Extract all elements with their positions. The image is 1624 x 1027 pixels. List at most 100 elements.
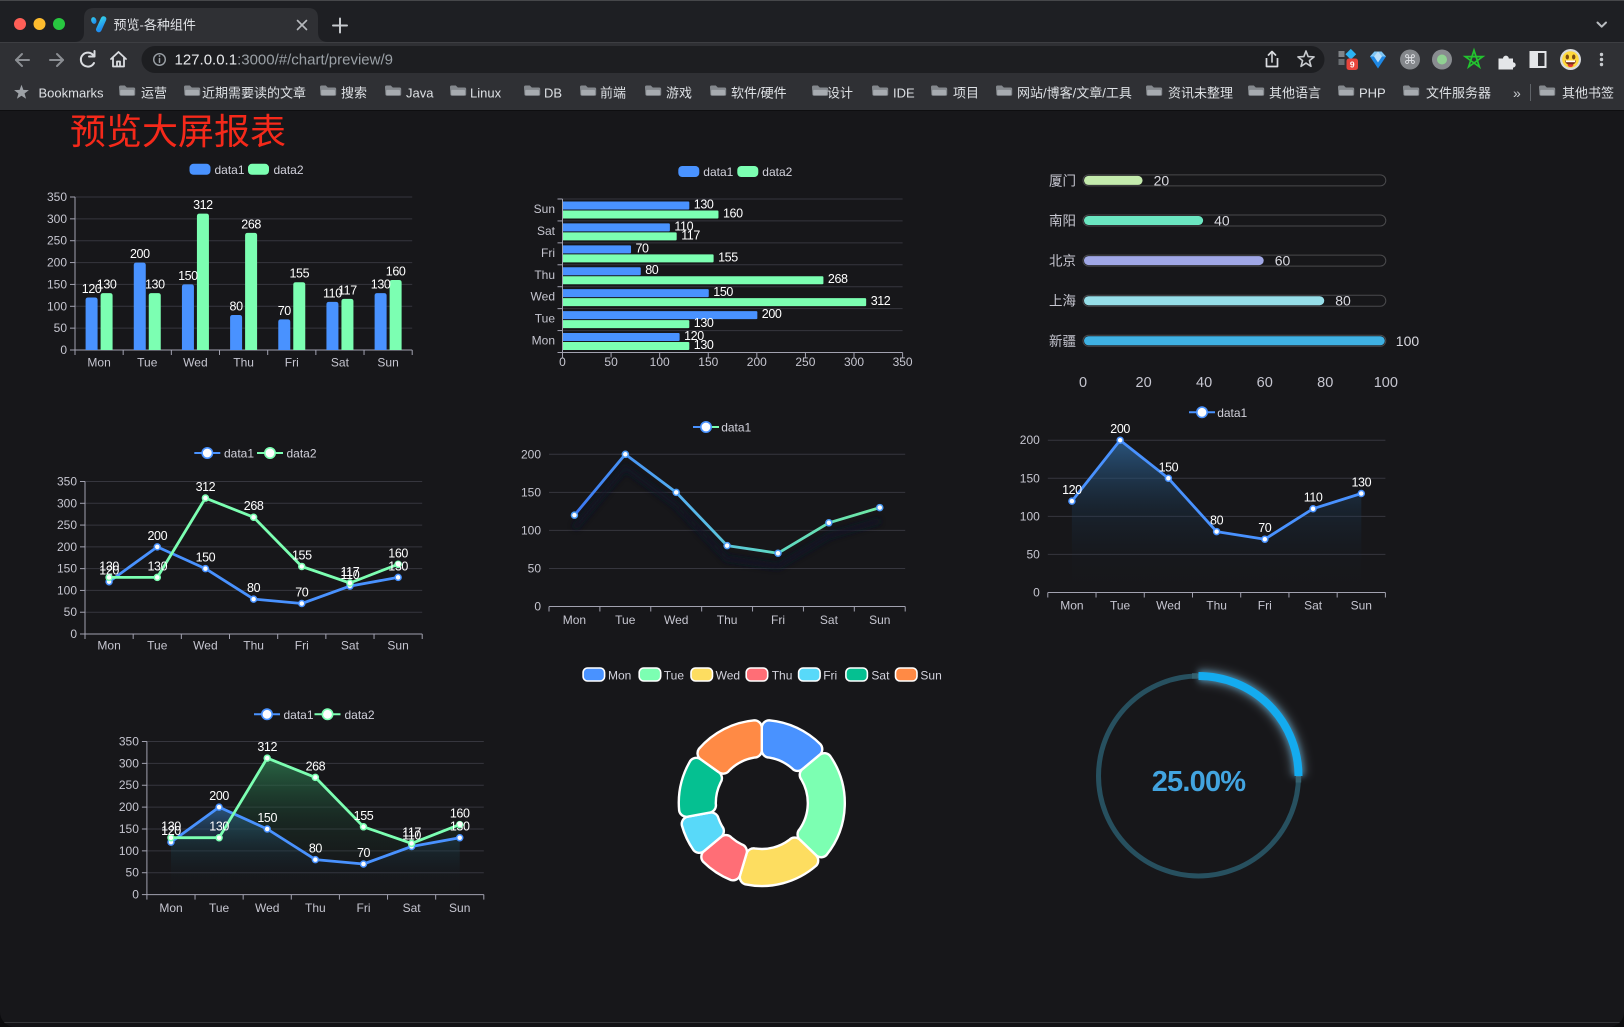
svg-text:Fri: Fri [1258,599,1272,613]
svg-text:120: 120 [99,564,119,578]
svg-text:0: 0 [70,627,77,641]
svg-text:70: 70 [278,304,292,318]
svg-text:150: 150 [713,285,733,299]
svg-text:Tue: Tue [147,639,168,653]
svg-text:50: 50 [1026,547,1040,561]
svg-text:120: 120 [684,329,704,343]
svg-text:150: 150 [119,822,139,836]
svg-text:150: 150 [178,269,198,283]
svg-text:312: 312 [196,480,216,494]
svg-text:155: 155 [718,250,738,264]
svg-text:Tue: Tue [615,613,636,627]
svg-text:预览大屏报表: 预览大屏报表 [70,111,286,152]
svg-text:130: 130 [161,820,181,834]
svg-text:0: 0 [1033,586,1040,600]
svg-text:100: 100 [57,583,77,597]
svg-text:data1: data1 [703,165,733,179]
svg-text:200: 200 [1020,433,1040,447]
svg-text:Thu: Thu [717,613,738,627]
svg-text:130: 130 [694,198,714,212]
svg-text:80: 80 [1335,293,1351,309]
svg-text:0: 0 [132,888,139,902]
svg-text:近期需要读的文章: 近期需要读的文章 [202,86,306,101]
svg-text:Linux: Linux [470,86,502,101]
svg-text:250: 250 [47,234,67,248]
svg-text:Mon: Mon [532,334,555,348]
svg-text:Thu: Thu [233,356,254,370]
svg-text:南阳: 南阳 [1049,214,1076,229]
svg-text:Thu: Thu [305,901,326,915]
svg-text:Sun: Sun [387,639,408,653]
svg-text:350: 350 [893,355,913,369]
svg-text:130: 130 [97,278,117,292]
svg-text:Bookmarks: Bookmarks [39,86,105,101]
svg-text:200: 200 [521,447,541,461]
svg-text:Sun: Sun [920,669,941,683]
svg-text:Sat: Sat [537,224,556,238]
svg-text:项目: 项目 [953,86,979,101]
svg-text:Sat: Sat [1304,599,1323,613]
svg-text:0: 0 [60,343,67,357]
svg-text:350: 350 [47,190,67,204]
svg-text:0: 0 [1079,375,1087,391]
svg-text:Java: Java [406,86,434,101]
svg-text:200: 200 [130,247,150,261]
svg-text:Wed: Wed [193,639,217,653]
svg-text:Sat: Sat [331,356,350,370]
svg-text:Sun: Sun [869,613,890,627]
svg-text:Sat: Sat [341,639,360,653]
svg-text:Thu: Thu [1206,599,1227,613]
svg-text:100: 100 [650,355,670,369]
svg-text:150: 150 [1159,460,1179,474]
svg-text:搜索: 搜索 [341,86,367,101]
svg-text:前端: 前端 [600,86,626,101]
svg-text:文件服务器: 文件服务器 [1426,86,1491,101]
svg-text:80: 80 [247,581,261,595]
svg-text:130: 130 [371,278,391,292]
svg-text:Wed: Wed [716,669,740,683]
svg-text:Mon: Mon [159,901,182,915]
svg-text:130: 130 [450,820,470,834]
svg-text:200: 200 [762,307,782,321]
svg-text:130: 130 [694,338,714,352]
svg-text:80: 80 [1210,514,1224,528]
svg-text:120: 120 [82,282,102,296]
svg-text:110: 110 [1304,491,1323,505]
svg-text:300: 300 [57,496,77,510]
svg-text:北京: 北京 [1049,254,1076,269]
svg-text:资讯未整理: 资讯未整理 [1168,86,1233,101]
svg-text:127.0.0.1:3000/#/chart/preview: 127.0.0.1:3000/#/chart/preview/9 [175,52,394,69]
svg-text:150: 150 [521,485,541,499]
svg-text:Thu: Thu [534,268,555,282]
svg-text:350: 350 [119,735,139,749]
svg-text:130: 130 [1351,476,1371,490]
svg-text:70: 70 [636,241,650,255]
svg-text:150: 150 [1020,471,1040,485]
svg-text:Thu: Thu [243,639,264,653]
svg-text:160: 160 [450,807,470,821]
svg-text:155: 155 [289,267,309,281]
svg-text:300: 300 [47,212,67,226]
svg-text:150: 150 [57,562,77,576]
svg-text:Wed: Wed [664,613,688,627]
svg-text:IDE: IDE [893,86,915,101]
svg-text:网站/博客/文章/工具: 网站/博客/文章/工具 [1017,86,1132,101]
svg-text:117: 117 [341,565,360,579]
svg-text:上海: 上海 [1049,294,1076,309]
svg-text:100: 100 [1374,375,1398,391]
svg-text:100: 100 [119,844,139,858]
svg-text:50: 50 [54,321,68,335]
svg-text:Tue: Tue [1110,599,1131,613]
svg-text:厦门: 厦门 [1049,173,1076,188]
svg-text:Mon: Mon [1060,599,1083,613]
svg-text:150: 150 [257,811,277,825]
svg-text:Sun: Sun [449,901,470,915]
svg-text:0: 0 [534,600,541,614]
svg-text:150: 150 [196,551,216,565]
svg-text:Tue: Tue [664,669,685,683]
svg-text:300: 300 [119,756,139,770]
svg-text:312: 312 [871,294,891,308]
svg-text:其他书签: 其他书签 [1562,86,1614,101]
svg-text:250: 250 [57,518,77,532]
svg-text:运营: 运营 [141,86,167,101]
